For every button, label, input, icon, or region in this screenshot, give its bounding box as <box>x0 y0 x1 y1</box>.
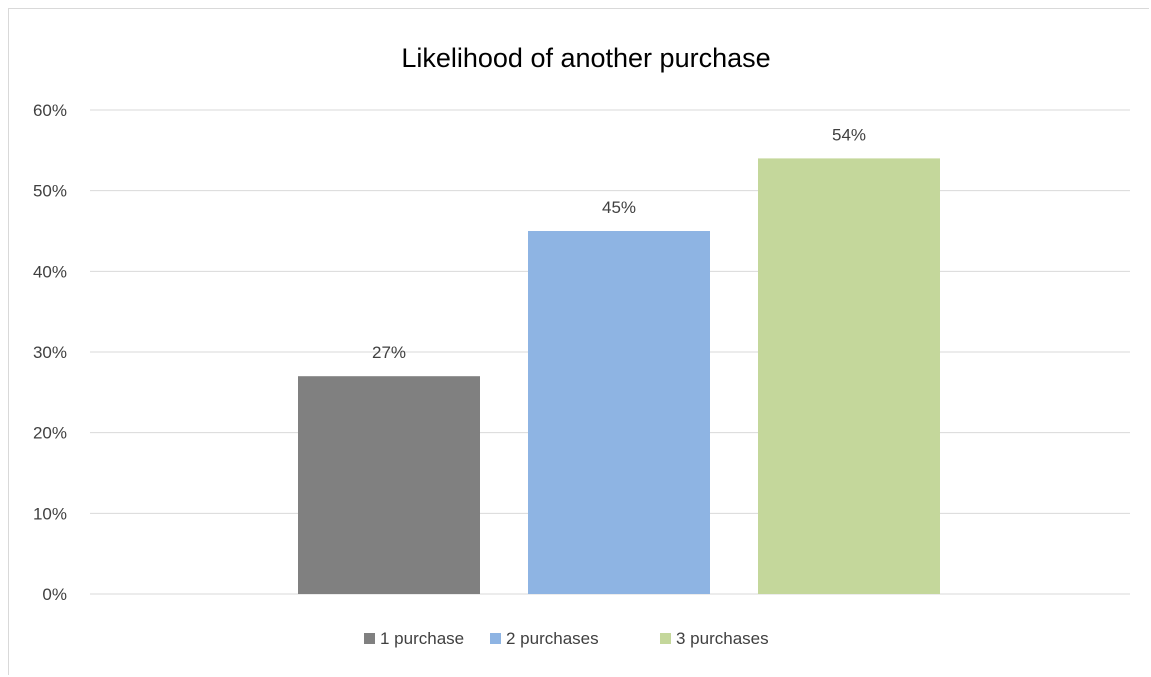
y-axis-tick-labels: 0% 10% 20% 30% 40% 50% 60% <box>33 101 67 604</box>
bar-2-purchases <box>528 231 710 594</box>
y-tick-label: 10% <box>33 504 67 523</box>
legend-label: 1 purchase <box>380 629 464 648</box>
legend-label: 3 purchases <box>676 629 769 648</box>
data-label: 27% <box>372 343 406 362</box>
bar-1-purchase <box>298 376 480 594</box>
legend: 1 purchase 2 purchases 3 purchases <box>364 629 769 648</box>
y-tick-label: 40% <box>33 262 67 281</box>
data-label: 45% <box>602 198 636 217</box>
bar-3-purchases <box>758 158 940 594</box>
y-tick-label: 20% <box>33 424 67 443</box>
y-tick-label: 30% <box>33 343 67 362</box>
y-tick-label: 0% <box>42 585 67 604</box>
y-tick-label: 50% <box>33 182 67 201</box>
legend-swatch <box>490 633 501 644</box>
legend-swatch <box>364 633 375 644</box>
bars <box>298 158 940 594</box>
legend-swatch <box>660 633 671 644</box>
data-label: 54% <box>832 125 866 144</box>
y-tick-label: 60% <box>33 101 67 120</box>
legend-label: 2 purchases <box>506 629 599 648</box>
chart-title: Likelihood of another purchase <box>401 43 770 73</box>
data-labels: 27% 45% 54% <box>372 125 866 362</box>
